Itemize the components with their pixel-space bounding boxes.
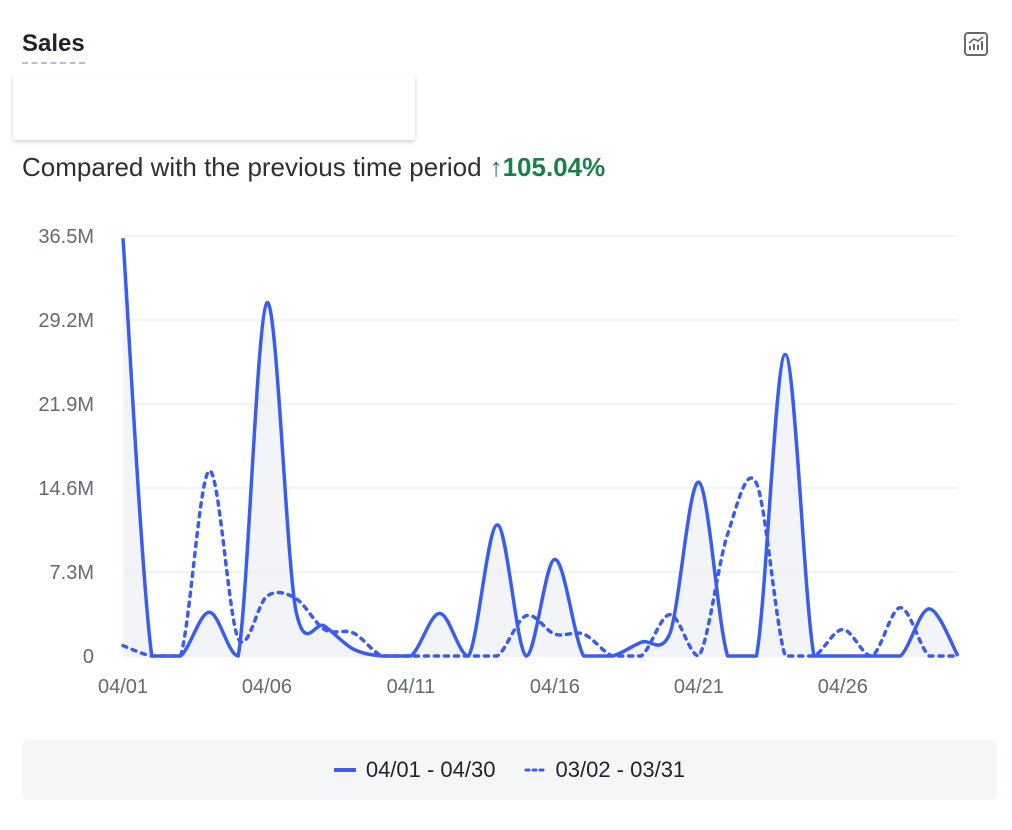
series-line-previous [121,468,960,658]
x-tick-label: 04/01 [98,676,148,698]
comparison-text: Compared with the previous time period [22,152,482,182]
chart-title[interactable]: Sales [22,28,85,64]
line-chart: 0 7.3M 14.6M 21.9M 29.2M 36.5M 04/01 04/06 04/11… [38,226,960,698]
chart-icon[interactable] [962,30,990,58]
x-tick-label: 04/06 [242,676,292,698]
legend-solid-swatch [333,768,356,772]
legend: 04/01 - 04/30 03/02 - 03/31 [22,740,997,800]
y-tick-label: 29.2M [38,310,94,332]
up-arrow-icon: ↑ [489,152,503,182]
legend-dotted-swatch [524,768,546,772]
comparison-value: 105.04% [502,152,606,182]
y-tick-label: 14.6M [38,478,94,500]
y-tick-label: 7.3M [50,562,94,584]
legend-item-current[interactable]: 04/01 - 04/30 [333,757,496,783]
legend-label-previous: 03/02 - 03/31 [555,757,686,782]
blank-popover [13,74,415,140]
comparison-line: Compared with the previous time period ↑1… [22,152,605,183]
chart-icon-svg [964,32,988,56]
legend-item-previous[interactable]: 03/02 - 03/31 [524,757,686,783]
x-tick-label: 04/21 [674,676,724,698]
y-tick-label: 0 [83,646,94,668]
y-tick-label: 21.9M [38,394,94,416]
y-tick-label: 36.5M [38,226,94,248]
x-tick-label: 04/16 [530,676,580,698]
series-area-current [123,238,958,656]
x-tick-label: 04/11 [387,676,436,698]
x-tick-label: 04/26 [818,676,868,698]
legend-label-current: 04/01 - 04/30 [365,757,496,782]
series-line-current [121,238,960,658]
